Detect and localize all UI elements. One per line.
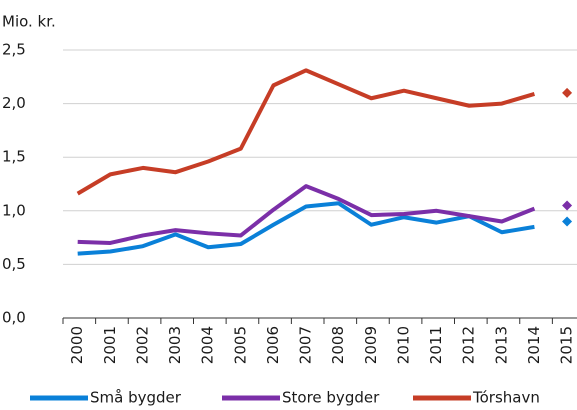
x-tick-label: 2012	[460, 326, 478, 364]
x-tick-label: 2001	[101, 326, 119, 364]
y-tick-label: 2,0	[2, 94, 26, 112]
x-tick-label: 2008	[329, 326, 347, 364]
x-tick-label: 2004	[199, 326, 217, 364]
x-tick-label: 2003	[166, 326, 184, 364]
x-tick-label: 2009	[362, 326, 380, 364]
point-marker	[562, 200, 573, 211]
y-axis-label: Mio. kr.	[2, 13, 56, 31]
y-tick-label: 1,5	[2, 148, 26, 166]
x-tick-label: 2002	[133, 326, 151, 364]
legend-label: Små bygder	[90, 389, 182, 407]
y-tick-label: 1,0	[2, 201, 26, 219]
y-tick-label: 2,5	[2, 41, 26, 59]
x-tick-label: 2006	[264, 326, 282, 364]
x-tick-label: 2005	[231, 326, 249, 364]
x-tick-label: 2000	[68, 326, 86, 364]
legend-label: Tórshavn	[472, 389, 540, 407]
x-tick-label: 2015	[558, 326, 576, 364]
y-tick-label: 0,0	[2, 309, 26, 327]
x-tick-label: 2010	[394, 326, 412, 364]
point-marker	[562, 216, 573, 227]
x-tick-label: 2007	[297, 326, 315, 364]
x-tick-label: 2011	[427, 326, 445, 364]
x-tick-label: 2014	[525, 326, 543, 364]
legend-label: Store bygder	[282, 389, 380, 407]
point-marker	[562, 87, 573, 98]
line-series	[77, 201, 535, 256]
line-series	[76, 68, 535, 196]
x-tick-label: 2013	[492, 326, 510, 364]
y-tick-label: 0,5	[2, 255, 26, 273]
line-series	[77, 184, 536, 245]
